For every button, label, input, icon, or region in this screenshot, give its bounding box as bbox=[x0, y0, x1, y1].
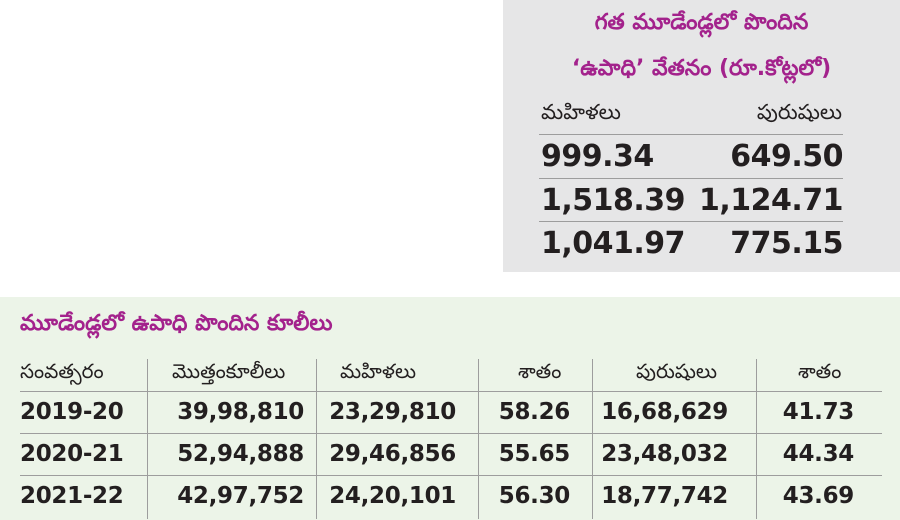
column-divider bbox=[316, 359, 317, 519]
women-percent-cell: 58.26 bbox=[498, 399, 571, 425]
row-divider bbox=[20, 475, 882, 476]
workers-table-box: మూడేండ్లలో ఉపాధి పొందిన కూలీలు సంవత్సరం … bbox=[0, 297, 900, 520]
year-cell: 2019-20 bbox=[20, 399, 124, 425]
header-women-percent: శాతం bbox=[518, 359, 562, 383]
total-workers-cell: 52,94,888 bbox=[177, 441, 304, 467]
wage-header-women: మహిళలు bbox=[541, 100, 621, 124]
column-divider bbox=[756, 359, 757, 519]
wage-men-value: 649.50 bbox=[730, 139, 843, 174]
women-cell: 24,20,101 bbox=[329, 483, 456, 509]
total-workers-cell: 42,97,752 bbox=[177, 483, 304, 509]
women-percent-cell: 55.65 bbox=[498, 441, 571, 467]
men-cell: 18,77,742 bbox=[601, 483, 728, 509]
wage-row: 1,041.97 775.15 bbox=[539, 221, 843, 266]
wage-women-value: 1,041.97 bbox=[541, 226, 686, 261]
header-men-percent: శాతం bbox=[798, 359, 842, 383]
women-percent-cell: 56.30 bbox=[498, 483, 571, 509]
wage-row: 999.34 649.50 bbox=[539, 134, 843, 179]
men-percent-cell: 43.69 bbox=[782, 483, 855, 509]
wage-title-line2: ‘ఉపాధి’ వేతనం (రూ.కోట్లలో) bbox=[571, 56, 832, 81]
workers-table-title: మూడేండ్లలో ఉపాధి పొందిన కూలీలు bbox=[20, 311, 333, 336]
wage-men-value: 1,124.71 bbox=[698, 183, 844, 218]
column-divider bbox=[592, 359, 593, 519]
header-men: పురుషులు bbox=[636, 359, 718, 383]
men-cell: 16,68,629 bbox=[601, 399, 728, 425]
wage-row: 1,518.39 1,124.71 bbox=[539, 178, 844, 223]
wage-title-line1: గత మూడేండ్లలో పొందిన bbox=[594, 10, 809, 35]
year-cell: 2021-22 bbox=[20, 483, 124, 509]
women-cell: 29,46,856 bbox=[329, 441, 456, 467]
total-workers-cell: 39,98,810 bbox=[177, 399, 304, 425]
wage-men-value: 775.15 bbox=[730, 226, 843, 261]
men-percent-cell: 41.73 bbox=[782, 399, 855, 425]
wage-header-men: పురుషులు bbox=[756, 100, 842, 124]
column-divider bbox=[147, 359, 148, 519]
wage-summary-box: గత మూడేండ్లలో పొందిన ‘ఉపాధి’ వేతనం (రూ.క… bbox=[503, 0, 900, 272]
header-women: మహిళలు bbox=[340, 359, 417, 383]
men-cell: 23,48,032 bbox=[601, 441, 728, 467]
header-year: సంవత్సరం bbox=[20, 359, 104, 383]
women-cell: 23,29,810 bbox=[329, 399, 456, 425]
men-percent-cell: 44.34 bbox=[782, 441, 855, 467]
year-cell: 2020-21 bbox=[20, 441, 124, 467]
wage-women-value: 1,518.39 bbox=[541, 183, 686, 218]
row-divider bbox=[20, 391, 882, 392]
wage-women-value: 999.34 bbox=[541, 139, 654, 174]
column-divider bbox=[478, 359, 479, 519]
header-total-workers: మొత్తంకూలీలు bbox=[172, 359, 286, 383]
row-divider bbox=[20, 433, 882, 434]
